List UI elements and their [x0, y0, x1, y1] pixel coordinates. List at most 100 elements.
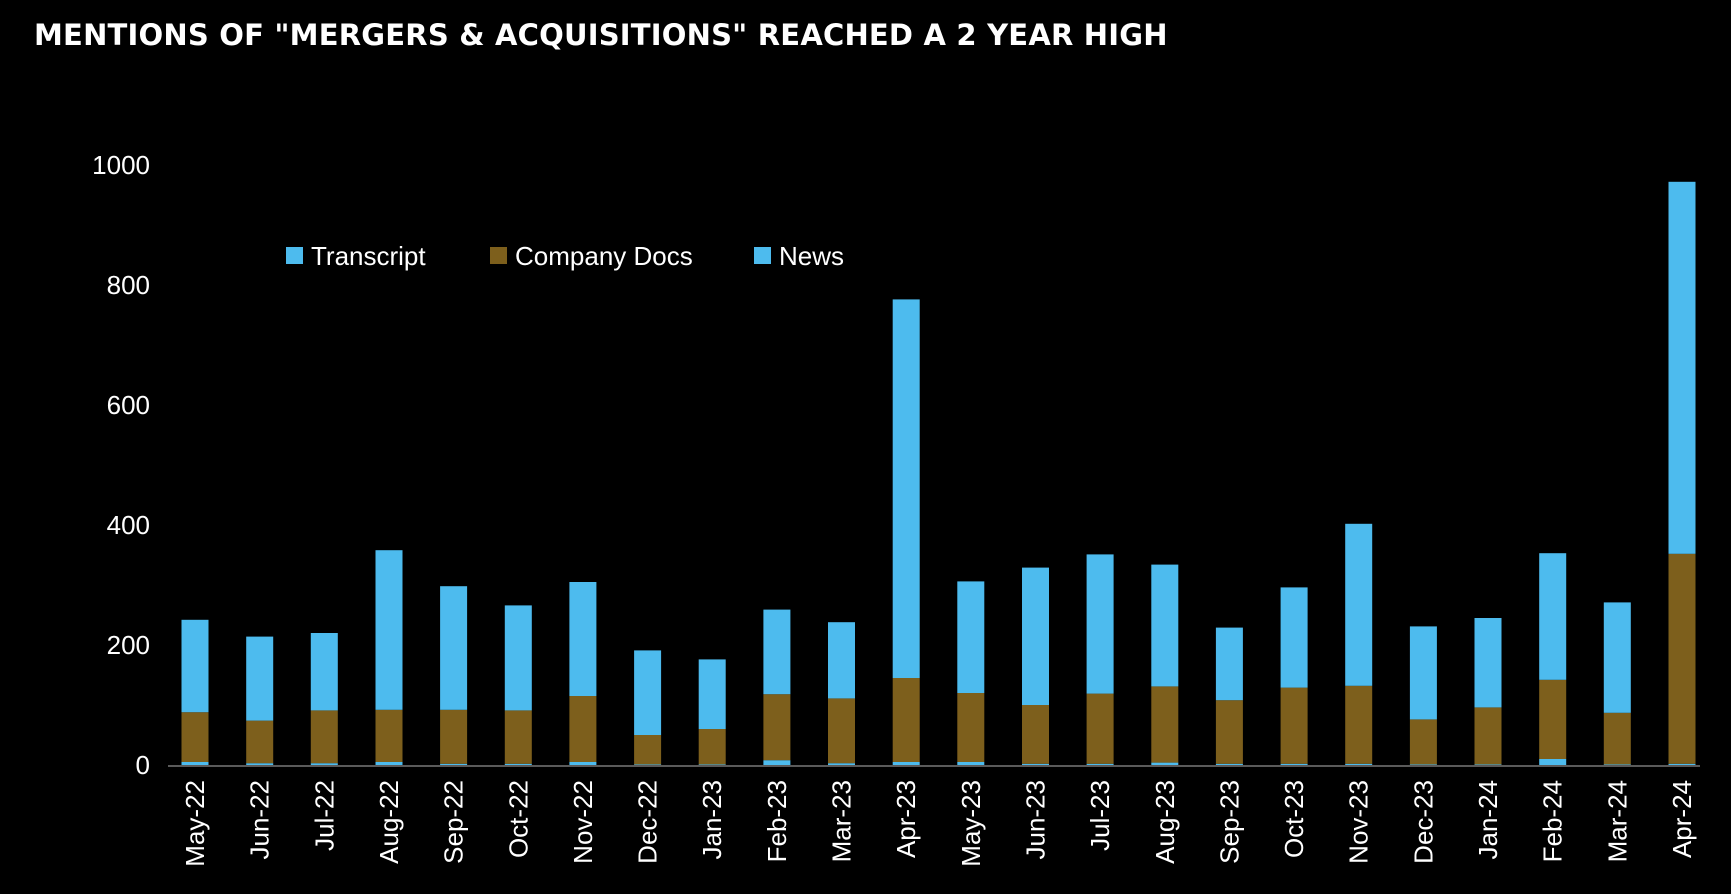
legend-swatch — [754, 247, 771, 264]
y-tick-label: 800 — [107, 270, 150, 300]
legend-swatch — [490, 247, 507, 264]
bar-segment-news — [310, 633, 338, 711]
bar-segment-transcript — [634, 764, 662, 765]
bar-segment-news — [504, 605, 532, 711]
bar-segment-news — [1409, 626, 1437, 720]
bar-segment-news — [246, 636, 274, 721]
bar-segment-transcript — [1668, 763, 1696, 765]
bar-segment-news — [1603, 602, 1631, 713]
bar-segment-company-docs — [569, 696, 597, 762]
x-tick-label: Jul-23 — [1085, 780, 1115, 851]
x-tick-label: Dec-23 — [1408, 780, 1438, 864]
bar-segment-news — [1474, 618, 1502, 708]
bar-segment-news — [763, 609, 791, 695]
bar-segment-news — [1539, 553, 1567, 680]
bar-segment-transcript — [1022, 763, 1049, 765]
bar-segment-transcript — [698, 764, 726, 765]
x-tick-label: Aug-23 — [1150, 780, 1180, 864]
y-tick-label: 0 — [136, 750, 150, 780]
bar-segment-transcript — [246, 763, 274, 765]
legend: Transcript Company Docs News — [286, 241, 844, 271]
bar-segment-transcript — [310, 763, 338, 765]
bar-segment-news — [181, 619, 209, 713]
bar-segment-news — [1151, 564, 1179, 687]
bar-segment-transcript — [375, 762, 403, 765]
bar-segment-news — [1345, 523, 1373, 686]
bar-segment-company-docs — [1603, 712, 1631, 765]
x-tick-label: Feb-24 — [1538, 780, 1568, 862]
legend-swatch — [286, 247, 303, 264]
bar-segment-news — [375, 550, 403, 710]
bar-segment-transcript — [181, 762, 209, 765]
bar-segment-transcript — [763, 760, 791, 765]
bar-segment-company-docs — [763, 694, 791, 761]
bar-segment-company-docs — [892, 678, 920, 762]
bar-segment-company-docs — [1215, 700, 1243, 764]
bar-segment-news — [892, 299, 920, 678]
x-axis: May-22 Jun-22 Jul-22 Aug-22 Sep-22 Oct-22 Nov-… — [180, 780, 1697, 867]
bar-segment-company-docs — [1668, 553, 1696, 764]
bar-segment-company-docs — [957, 693, 985, 762]
y-tick-label: 400 — [107, 510, 150, 540]
x-tick-label: Apr-24 — [1667, 780, 1697, 858]
bar-segment-transcript — [569, 762, 597, 765]
bar-segment-transcript — [1603, 764, 1631, 765]
bar-segment-news — [1215, 627, 1243, 701]
x-tick-label: Nov-22 — [568, 780, 598, 864]
bar-segment-transcript — [1086, 763, 1114, 765]
x-tick-label: Apr-23 — [891, 780, 921, 858]
bar-segment-company-docs — [1539, 679, 1567, 759]
bar-segment-transcript — [1215, 763, 1243, 765]
x-tick-label: Jun-23 — [1020, 780, 1050, 860]
bar-segment-news — [698, 659, 726, 729]
y-tick-label: 200 — [107, 630, 150, 660]
bar-segment-transcript — [1539, 759, 1567, 765]
bar-segment-transcript — [1280, 763, 1308, 765]
bar-segment-company-docs — [310, 710, 338, 764]
bars-group — [181, 181, 1696, 765]
legend-label: News — [779, 241, 844, 271]
x-tick-label: May-22 — [180, 780, 210, 867]
x-tick-label: Mar-24 — [1602, 780, 1632, 862]
bar-segment-company-docs — [1474, 707, 1502, 765]
x-tick-label: Oct-23 — [1279, 780, 1309, 858]
bar-segment-company-docs — [1022, 705, 1049, 764]
x-tick-label: Sep-23 — [1214, 780, 1244, 864]
bar-segment-transcript — [1151, 762, 1179, 765]
bar-segment-news — [1280, 587, 1308, 688]
bar-segment-transcript — [1345, 763, 1373, 765]
bar-segment-transcript — [1409, 764, 1437, 765]
bar-segment-news — [828, 622, 855, 699]
x-tick-label: Nov-23 — [1344, 780, 1374, 864]
bar-segment-company-docs — [1280, 687, 1308, 764]
bar-segment-company-docs — [698, 729, 726, 765]
bar-segment-transcript — [1474, 764, 1502, 765]
x-tick-label: Feb-23 — [762, 780, 792, 862]
bar-segment-news — [957, 581, 985, 693]
bar-segment-company-docs — [634, 735, 662, 765]
y-tick-label: 600 — [107, 390, 150, 420]
x-tick-label: Jun-22 — [245, 780, 275, 860]
bar-segment-news — [440, 586, 468, 710]
x-tick-label: Jan-23 — [697, 780, 727, 860]
bar-segment-company-docs — [440, 709, 468, 764]
bar-segment-news — [1668, 181, 1696, 554]
bar-segment-company-docs — [181, 712, 209, 762]
bar-segment-company-docs — [1409, 719, 1437, 765]
bar-segment-news — [1086, 554, 1114, 694]
bar-segment-transcript — [892, 762, 920, 765]
bar-segment-company-docs — [1151, 686, 1179, 763]
x-tick-label: Oct-22 — [503, 780, 533, 858]
y-tick-label: 1000 — [92, 150, 150, 180]
x-tick-label: Jul-22 — [309, 780, 339, 851]
bar-segment-transcript — [828, 763, 855, 765]
bar-segment-transcript — [504, 763, 532, 765]
x-tick-label: Aug-22 — [374, 780, 404, 864]
x-tick-label: Sep-22 — [439, 780, 469, 864]
bar-segment-company-docs — [1345, 685, 1373, 764]
bar-segment-company-docs — [375, 709, 403, 762]
bar-segment-transcript — [957, 762, 985, 765]
chart-title: MENTIONS OF "MERGERS & ACQUISITIONS" REA… — [34, 18, 1168, 52]
x-tick-label: May-23 — [956, 780, 986, 867]
